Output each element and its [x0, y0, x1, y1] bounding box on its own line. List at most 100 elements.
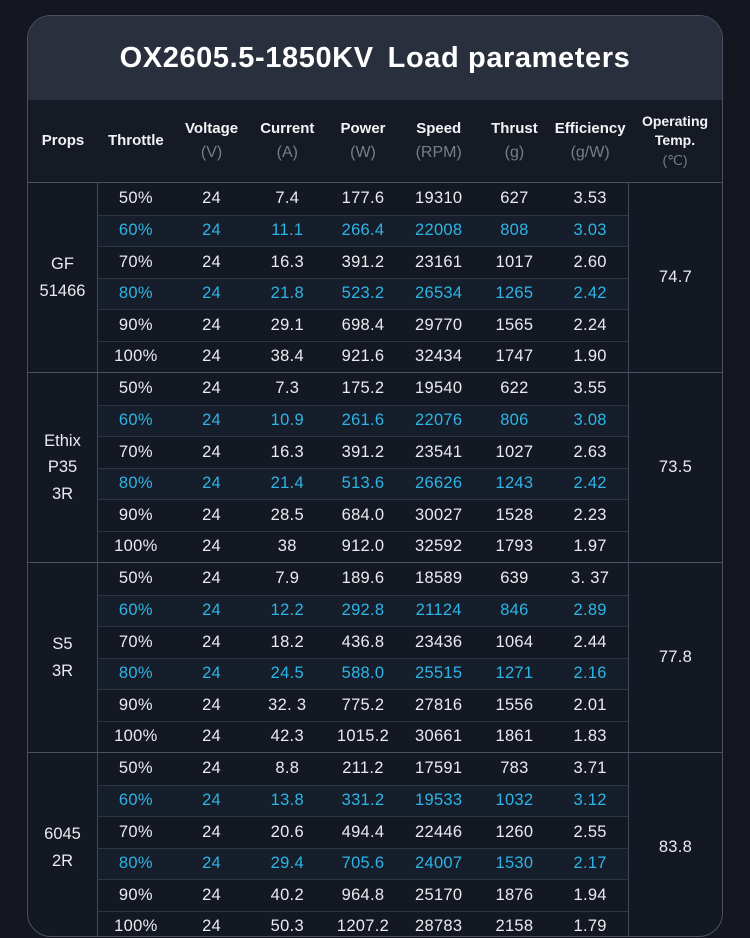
column-header-throttle: Throttle	[98, 131, 174, 151]
cell-voltage: 24	[173, 246, 250, 278]
cell-thrust: 808	[476, 214, 553, 246]
cell-power: 331.2	[325, 784, 401, 816]
prop-name: GF 51466	[28, 183, 98, 372]
prop-name: 6045 2R	[28, 753, 98, 936]
cell-current: 13.8	[249, 784, 326, 816]
cell-throttle: 80%	[98, 277, 174, 309]
cell-throttle: 100%	[98, 530, 174, 563]
cell-current: 24.5	[249, 657, 326, 689]
cell-voltage: 24	[173, 404, 250, 436]
cell-thrust: 627	[500, 189, 529, 208]
cell-throttle: 60%	[98, 214, 174, 246]
cell-speed: 17591	[415, 759, 463, 778]
cell-current: 16.3	[249, 436, 326, 468]
cell-thrust: 622	[500, 379, 529, 398]
cell-speed: 27816	[400, 689, 477, 721]
cell-throttle: 70%	[98, 436, 174, 468]
cell-speed: 21124	[400, 594, 477, 626]
cell-voltage: 24	[173, 530, 250, 563]
table-header-row: Props Throttle Voltage (V) Current (A) P…	[28, 100, 722, 182]
motor-model-name: OX2605.5-1850KV	[119, 41, 374, 74]
cell-throttle: 100%	[98, 340, 174, 373]
cell-efficiency: 2.42	[552, 277, 628, 309]
cell-voltage: 24	[202, 569, 222, 588]
cell-power: 523.2	[325, 277, 401, 309]
cell-efficiency: 2.44	[552, 626, 628, 658]
cell-current: 7.4	[275, 189, 300, 208]
cell-throttle: 50%	[118, 379, 153, 398]
cell-thrust: 1565	[476, 309, 553, 341]
cell-current: 11.1	[249, 214, 326, 246]
cell-throttle: 50%	[118, 189, 153, 208]
cell-efficiency: 2.23	[552, 499, 628, 531]
cell-speed: 24007	[400, 847, 477, 879]
column-label: Props	[41, 131, 85, 149]
cell-power: 292.8	[325, 594, 401, 626]
cell-voltage: 24	[173, 467, 250, 499]
cell-throttle: 100%	[98, 720, 174, 753]
column-header-thrust: Thrust (g)	[477, 119, 553, 164]
cell-speed: 26534	[400, 277, 477, 309]
cell-speed: 22076	[400, 404, 477, 436]
cell-efficiency: 1.79	[552, 910, 628, 937]
cell-power: 921.6	[325, 340, 401, 373]
cell-efficiency: 1.83	[552, 720, 628, 753]
cell-throttle: 60%	[98, 594, 174, 626]
cell-voltage: 24	[173, 689, 250, 721]
cell-thrust: 1556	[476, 689, 553, 721]
table-body: GF 51466 74.7 50% 24 7.4 177.6 19310 627 3.53 60%…	[28, 182, 722, 937]
cell-current: 29.4	[249, 847, 326, 879]
cell-current: 10.9	[249, 404, 326, 436]
card-title-suffix: Load parameters	[387, 41, 631, 74]
prop-name: Ethix P35 3R	[28, 373, 98, 562]
cell-voltage: 24	[173, 340, 250, 373]
cell-efficiency: 1.90	[552, 340, 628, 373]
cell-thrust: 1861	[476, 720, 553, 753]
cell-current: 38	[249, 530, 326, 563]
cell-current: 50.3	[249, 910, 326, 937]
cell-efficiency: 2.01	[552, 689, 628, 721]
prop-name: S5 3R	[28, 563, 98, 752]
cell-throttle: 70%	[98, 816, 174, 848]
cell-voltage: 24	[173, 626, 250, 658]
cell-current: 7.9	[275, 569, 300, 588]
prop-group: GF 51466 74.7 50% 24 7.4 177.6 19310 627 3.53 60%…	[28, 182, 722, 372]
cell-power: 684.0	[325, 499, 401, 531]
cell-efficiency: 3.08	[552, 404, 628, 436]
cell-efficiency: 2.42	[552, 467, 628, 499]
cell-thrust: 846	[476, 594, 553, 626]
column-unit: (RPM)	[415, 143, 462, 161]
cell-voltage: 24	[202, 189, 222, 208]
cell-current: 18.2	[249, 626, 326, 658]
cell-current: 21.4	[249, 467, 326, 499]
column-label: Speed	[416, 119, 462, 137]
cell-power: 1015.2	[325, 720, 401, 753]
cell-throttle: 90%	[98, 309, 174, 341]
cell-power: 513.6	[325, 467, 401, 499]
cell-speed: 28783	[400, 910, 477, 937]
cell-power: 775.2	[325, 689, 401, 721]
cell-throttle: 90%	[98, 499, 174, 531]
cell-voltage: 24	[173, 657, 250, 689]
column-header-speed: Speed (RPM)	[401, 119, 477, 164]
cell-speed: 23161	[400, 246, 477, 278]
cell-voltage: 24	[173, 436, 250, 468]
operating-temp-value: 83.8	[628, 753, 722, 936]
column-unit: (A)	[276, 143, 298, 161]
cell-power: 175.2	[341, 379, 385, 398]
cell-power: 1207.2	[325, 910, 401, 937]
cell-thrust: 1032	[476, 784, 553, 816]
cell-power: 211.2	[342, 759, 384, 778]
cell-efficiency: 3.12	[552, 784, 628, 816]
cell-efficiency: 3. 37	[571, 569, 610, 588]
cell-current: 32. 3	[249, 689, 326, 721]
column-header-operating-temp: Operating Temp. (℃)	[628, 112, 722, 170]
cell-speed: 22446	[400, 816, 477, 848]
cell-current: 20.6	[249, 816, 326, 848]
cell-speed: 32592	[400, 530, 477, 563]
cell-throttle: 80%	[98, 847, 174, 879]
cell-efficiency: 3.03	[552, 214, 628, 246]
cell-throttle: 90%	[98, 689, 174, 721]
column-unit: (W)	[350, 143, 376, 161]
